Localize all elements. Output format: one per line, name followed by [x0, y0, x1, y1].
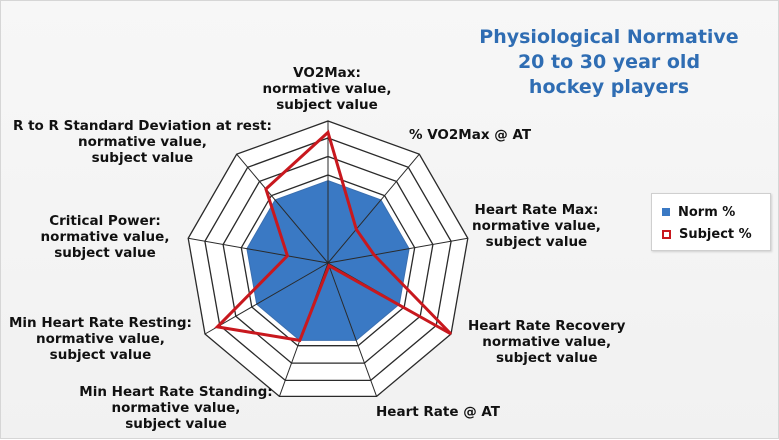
axis-label-min-hr-resting-line-2: normative value,: [36, 331, 165, 347]
legend-item-norm: Norm %: [662, 203, 735, 221]
axis-label-min-hr-resting-line-1: Min Heart Rate Resting:: [9, 315, 192, 331]
legend-swatch-norm: [662, 208, 670, 216]
axis-label-critical-power-line-2: normative value,: [40, 229, 170, 245]
spoke-8: [188, 237, 329, 264]
legend-label-norm: Norm %: [678, 204, 736, 220]
chart-title-line-2: 20 to 30 year old: [517, 51, 701, 73]
axis-label-heart-rate-recovery-line-2: normative value,: [482, 334, 612, 350]
axis-label-min-hr-resting-line-3: subject value: [49, 347, 152, 363]
spoke-9: [236, 153, 329, 264]
axis-label-r-to-r-sd: R to R Standard Deviation at rest: norma…: [13, 118, 272, 166]
spoke-3: [327, 237, 468, 264]
axis-label-heart-rate-max-line-2: normative value,: [472, 218, 601, 234]
axis-label-r-to-r-sd-line-3: subject value: [91, 150, 194, 166]
axis-label-vo2max-line-2: normative value,: [262, 81, 392, 97]
chart-title-line-1: Physiological Normative: [479, 26, 739, 48]
axis-label-critical-power-line-1: Critical Power:: [49, 213, 161, 229]
chart-title-line-3: hockey players: [528, 76, 690, 98]
axis-label-vo2max-at-line-1: % VO2Max @ AT: [409, 127, 532, 143]
legend: Norm % Subject %: [651, 193, 771, 251]
axis-label-vo2max-line-3: subject value: [276, 97, 378, 113]
axis-label-heart-rate-max: Heart Rate Max: normative value, subject…: [472, 202, 601, 250]
axis-label-min-hr-standing-line-2: normative value,: [111, 400, 241, 416]
spoke-7: [204, 262, 329, 335]
axis-label-min-hr-standing: Min Heart Rate Standing: normative value…: [79, 384, 272, 432]
axis-label-vo2max-at: % VO2Max @ AT: [409, 127, 531, 143]
axis-label-r-to-r-sd-line-1: R to R Standard Deviation at rest:: [13, 118, 272, 134]
axis-label-vo2max-line-1: VO2Max:: [293, 65, 361, 81]
legend-label-subject: Subject %: [679, 226, 752, 242]
axis-label-critical-power-line-3: subject value: [54, 245, 156, 261]
legend-swatch-subject: [662, 229, 671, 239]
spoke-2: [327, 153, 420, 264]
axis-label-heart-rate-recovery-line-1: Heart Rate Recovery: [468, 318, 626, 334]
axis-label-heart-rate-max-line-1: Heart Rate Max:: [474, 202, 599, 218]
chart-title: Physiological Normative 20 to 30 year ol…: [469, 25, 749, 100]
series-subject-line: [214, 129, 453, 343]
axis-label-heart-rate-at-line-1: Heart Rate @ AT: [376, 404, 500, 420]
axis-label-heart-rate-recovery: Heart Rate Recovery normative value, sub…: [468, 318, 625, 366]
axis-label-r-to-r-sd-line-2: normative value,: [77, 134, 207, 150]
spoke-5: [327, 262, 378, 397]
axis-label-min-hr-resting: Min Heart Rate Resting: normative value,…: [9, 315, 192, 363]
axis-label-min-hr-standing-line-3: subject value: [125, 416, 227, 432]
axis-label-heart-rate-recovery-line-3: subject value: [495, 350, 598, 366]
axis-label-heart-rate-max-line-3: subject value: [485, 234, 588, 250]
axis-label-vo2max: VO2Max: normative value, subject value: [263, 65, 392, 113]
axis-label-critical-power: Critical Power: normative value, subject…: [41, 213, 170, 261]
axis-label-min-hr-standing-line-1: Min Heart Rate Standing:: [79, 384, 273, 400]
legend-item-subject: Subject %: [662, 225, 752, 243]
axis-label-heart-rate-at: Heart Rate @ AT: [376, 404, 500, 420]
